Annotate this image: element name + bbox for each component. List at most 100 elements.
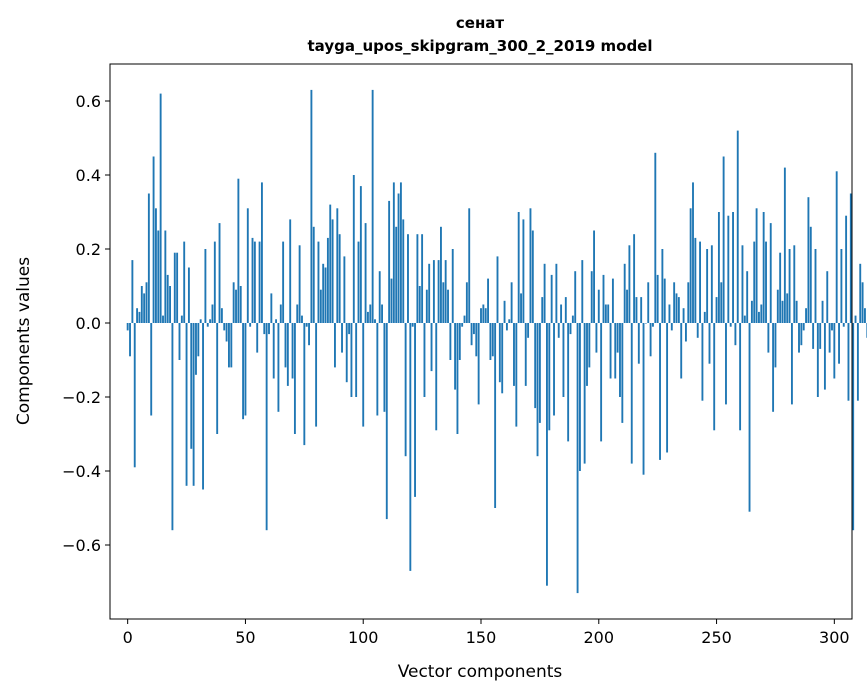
bar — [199, 319, 202, 323]
bar — [515, 323, 518, 427]
bar — [265, 323, 268, 531]
bar — [677, 297, 680, 323]
bar — [296, 304, 299, 323]
bar — [409, 323, 412, 571]
bar — [180, 315, 183, 323]
bar — [574, 271, 577, 323]
bar — [317, 241, 320, 323]
bar — [560, 304, 563, 323]
bar — [414, 323, 416, 497]
bar — [635, 297, 638, 323]
bar — [571, 315, 574, 323]
bar — [616, 323, 619, 353]
bar — [494, 323, 497, 508]
bar — [727, 215, 730, 323]
bar — [833, 323, 836, 379]
bar — [126, 323, 129, 331]
bar — [611, 278, 614, 323]
bar — [470, 323, 473, 346]
bar — [242, 323, 245, 420]
bar — [350, 323, 353, 397]
bar — [713, 323, 716, 431]
bar — [491, 323, 494, 357]
bar — [425, 289, 428, 323]
bar — [501, 323, 504, 394]
bar — [190, 323, 193, 449]
bar — [790, 323, 793, 405]
bar — [411, 323, 414, 327]
bar — [202, 323, 204, 490]
bar — [498, 323, 501, 383]
bar — [418, 286, 421, 323]
bar — [187, 267, 190, 323]
bar — [564, 297, 567, 323]
bar — [548, 323, 551, 431]
bar — [286, 323, 289, 386]
x-ticks: 0 50 100 150 200 250 300 — [123, 619, 850, 647]
bar — [366, 311, 369, 323]
bar — [861, 282, 864, 323]
bar — [765, 241, 767, 323]
y-ticks: −0.6 −0.4 −0.2 0.0 0.2 0.4 0.6 — [62, 92, 110, 555]
y-tick-label: 0.6 — [76, 92, 101, 111]
bar — [171, 323, 174, 531]
bar — [864, 308, 866, 323]
bar — [376, 323, 379, 416]
bars-group — [126, 89, 867, 594]
bar — [555, 263, 558, 323]
bar — [140, 286, 143, 323]
bar — [725, 323, 727, 405]
bar — [762, 212, 765, 323]
bar — [798, 323, 800, 353]
bar — [348, 323, 351, 335]
bar — [786, 293, 789, 323]
bar — [329, 204, 332, 323]
bar — [812, 323, 815, 349]
bar — [828, 323, 831, 353]
bar — [444, 260, 447, 323]
bar — [209, 319, 212, 323]
bar — [816, 323, 819, 397]
bar — [609, 323, 612, 379]
bar — [298, 245, 301, 323]
bar — [750, 300, 753, 323]
bar — [826, 271, 829, 323]
bar — [633, 234, 636, 323]
bar — [776, 289, 779, 323]
bar — [623, 263, 626, 323]
bar — [472, 323, 475, 335]
bar — [315, 323, 318, 427]
bar — [291, 323, 294, 379]
bar — [385, 323, 388, 520]
bar — [805, 308, 807, 323]
bar — [164, 230, 167, 323]
bar — [687, 282, 690, 323]
bar — [154, 208, 157, 323]
bar — [150, 323, 153, 416]
bar — [475, 323, 478, 357]
bar — [783, 167, 786, 323]
bar — [173, 252, 176, 323]
bar — [692, 182, 694, 323]
bar — [442, 282, 445, 323]
y-tick-label: −0.2 — [62, 388, 101, 407]
bar — [593, 230, 595, 323]
bar — [275, 319, 277, 323]
bar — [230, 323, 233, 368]
bar — [225, 323, 228, 342]
bar — [331, 219, 334, 323]
bar — [183, 241, 186, 323]
bar — [689, 208, 692, 323]
bar — [399, 182, 402, 323]
bar — [640, 297, 643, 323]
bar — [263, 323, 266, 335]
bar — [755, 208, 758, 323]
bar — [722, 156, 725, 323]
bar — [213, 241, 216, 323]
bar — [739, 323, 742, 431]
bar — [258, 241, 261, 323]
bar — [835, 171, 838, 323]
bar — [637, 323, 640, 364]
y-tick-label: 0.2 — [76, 240, 101, 259]
